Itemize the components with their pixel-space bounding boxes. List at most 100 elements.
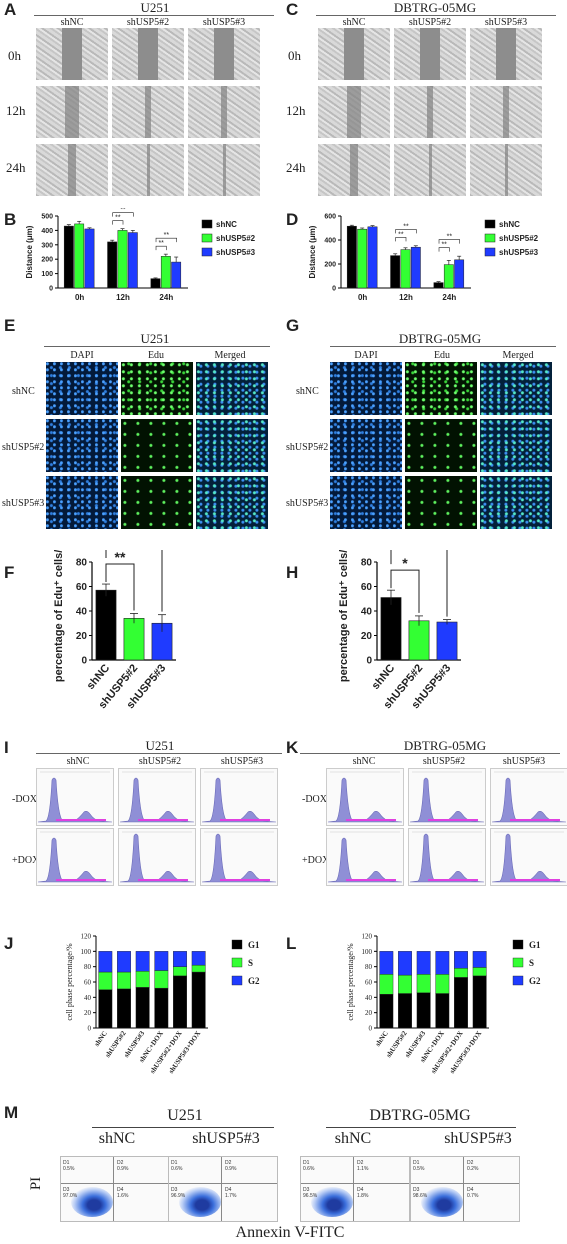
- stack-g1: [135, 987, 150, 1029]
- panel-c-image-r2-c1: [318, 86, 390, 138]
- legend-swatch: [201, 233, 213, 243]
- stack-s: [135, 971, 150, 988]
- legend-label: shNC: [216, 220, 237, 229]
- stack-g1: [398, 993, 412, 1029]
- y-tick-label: 120: [362, 933, 373, 941]
- x-tick-label: 12h: [399, 293, 413, 302]
- quadrant-label-d4: D4: [117, 1187, 124, 1193]
- stack-s: [98, 971, 113, 990]
- panel-e-col-1: DAPI: [70, 350, 94, 361]
- panel-m-ylabel: PI: [28, 1176, 45, 1191]
- panel-k-histogram-r1-c1: [326, 768, 404, 826]
- panel-g-image-r2-c1: [330, 419, 402, 472]
- quadrant-value-d2: 0.9%: [117, 1166, 129, 1172]
- stack-g2: [117, 951, 131, 973]
- stack-g2: [435, 951, 450, 975]
- quadrant-label-d3: D3: [63, 1187, 70, 1193]
- quadrant-label-d4: D4: [467, 1187, 474, 1193]
- y-axis-label: cell phase percentage/%: [346, 943, 355, 1021]
- panel-m-col-3: shNC: [334, 1130, 372, 1147]
- y-tick-label: 300: [41, 242, 53, 249]
- panel-a-image-r1-c3: [188, 28, 260, 80]
- panel-a-scratch-gap: [145, 86, 151, 138]
- y-tick-label: 80: [365, 963, 373, 971]
- y-tick-label: 400: [324, 238, 336, 245]
- y-axis-label: cell phase percentage/%: [65, 943, 74, 1021]
- legend-label: shNC: [499, 220, 520, 229]
- legend-swatch: [484, 233, 496, 243]
- stack-s: [398, 974, 412, 994]
- bar-shusp5-2: [74, 223, 85, 289]
- panel-label-i: I: [4, 738, 9, 757]
- panel-m-group-1: U251: [167, 1107, 203, 1124]
- quadrant-value-d3: 98.6%: [413, 1193, 428, 1199]
- bar-shnc: [380, 597, 402, 661]
- stack-g1: [435, 993, 450, 1029]
- panel-i-histogram-r2-c3: [200, 828, 278, 886]
- significance-bracket: [105, 563, 135, 611]
- quadrant-label-d4: D4: [225, 1187, 232, 1193]
- panel-k-col-2: shUSP5#2: [422, 756, 466, 767]
- panel-e-image-r1-c2: [121, 362, 193, 415]
- stack-s: [173, 966, 187, 977]
- quadrant-hline: [169, 1183, 277, 1184]
- panel-g-image-r1-c2: [405, 362, 477, 415]
- y-tick-label: 600: [324, 214, 336, 221]
- panel-k-title-rule: [300, 753, 560, 754]
- y-tick-label: 40: [361, 607, 373, 618]
- panel-c-scratch-gap: [496, 28, 516, 80]
- panel-label-f: F: [4, 563, 15, 582]
- panel-a-row-1: 0h: [8, 48, 21, 63]
- legend-label: G1: [529, 940, 541, 950]
- legend-label: shUSP5#2: [499, 234, 539, 243]
- panel-g-col-3: Merged: [502, 350, 534, 361]
- quadrant-value-d2: 0.2%: [467, 1166, 479, 1172]
- panel-k-row-1: -DOX: [302, 794, 327, 805]
- x-tick-label: 24h: [159, 293, 173, 302]
- y-tick-label: 0: [88, 1025, 92, 1033]
- panel-c-image-r3-c1: [318, 144, 390, 196]
- bar-shusp5-3: [454, 259, 465, 289]
- panel-a-scratch-gap: [222, 144, 226, 196]
- panel-a-image-r2-c3: [188, 86, 260, 138]
- bar-shusp5-3: [171, 261, 182, 289]
- panel-e-image-r2-c3: [196, 419, 268, 472]
- stack-g1: [379, 994, 394, 1029]
- legend-label: shUSP5#3: [499, 248, 539, 257]
- quadrant-value-d1: 0.6%: [171, 1166, 183, 1172]
- x-tick-label: shNC: [85, 662, 113, 692]
- panel-label-j: J: [4, 934, 14, 953]
- y-tick-label: 20: [76, 631, 88, 642]
- panel-c-col-2: shUSP5#2: [408, 17, 452, 28]
- significance-bracket: [112, 212, 134, 217]
- panel-a-col-2: shUSP5#2: [126, 17, 170, 28]
- panel-label-l: L: [286, 934, 297, 953]
- quadrant-label-d4: D4: [357, 1187, 364, 1193]
- panel-m-col-2: shUSP5#3: [192, 1130, 260, 1147]
- quadrant-value-d3: 96.9%: [171, 1193, 186, 1199]
- significance-mark: **: [115, 550, 126, 565]
- bar-shusp5-2: [160, 256, 171, 289]
- bar-shusp5-2: [117, 230, 128, 289]
- panel-m-flow-plot-3: D1 0.6% D2 1.1% D3 96.5% D4 1.8%: [300, 1156, 410, 1222]
- chart-j: 0 20 40 60 80 100 120 cell phase percentage/% sh…: [65, 933, 260, 1076]
- panel-k-histogram-r1-c3: [490, 768, 567, 826]
- y-tick-label: 100: [362, 948, 373, 956]
- panel-g-col-2: Edu: [433, 350, 451, 361]
- legend-label: shUSP5#3: [216, 248, 256, 257]
- y-tick-label: 120: [81, 933, 92, 941]
- significance-mark: **: [447, 234, 453, 241]
- y-tick-label: 400: [41, 228, 53, 235]
- significance-bracket: [390, 569, 420, 613]
- panel-g-row-3: shUSP5#3: [286, 498, 329, 509]
- stack-s: [454, 968, 468, 978]
- quadrant-vline: [113, 1157, 114, 1221]
- stack-g2: [379, 951, 394, 975]
- quadrant-value-d1: 0.6%: [303, 1166, 315, 1172]
- quadrant-label-d2: D2: [117, 1160, 124, 1166]
- panel-c-scratch-gap: [503, 86, 509, 138]
- stack-g1: [117, 988, 131, 1029]
- significance-bracket: [112, 220, 124, 225]
